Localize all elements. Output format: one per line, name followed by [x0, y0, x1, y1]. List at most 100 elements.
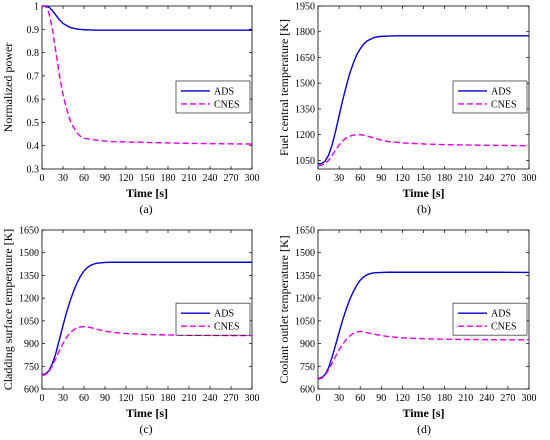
y-tick-label: 1200	[295, 130, 315, 141]
panel-caption: (c)	[139, 422, 152, 436]
x-tick-label: 60	[355, 393, 365, 404]
legend-label-ads: ADS	[491, 86, 511, 97]
x-tick-label: 240	[203, 173, 218, 184]
x-tick-label: 240	[203, 393, 218, 404]
x-tick-label: 270	[500, 393, 515, 404]
y-tick-label: 600	[300, 385, 315, 396]
legend-label-cnes: CNES	[214, 99, 240, 110]
legend-label-cnes: CNES	[491, 99, 517, 110]
series-line-cnes	[317, 133, 530, 167]
y-tick-label: 0.8	[27, 48, 40, 59]
x-tick-label: 120	[119, 173, 134, 184]
x-tick-label: 0	[316, 393, 321, 404]
x-tick-label: 180	[437, 393, 452, 404]
y-tick-label: 0.5	[27, 118, 40, 129]
y-tick-label: 1350	[19, 271, 39, 282]
series-line-cnes	[41, 325, 252, 377]
y-tick-label: 1800	[295, 27, 315, 38]
x-tick-label: 240	[479, 393, 494, 404]
y-axis-label: Cladding surface temperature [K]	[1, 229, 15, 391]
legend: ADS CNES	[175, 80, 251, 114]
panel-caption: (b)	[417, 202, 431, 216]
legend-box	[452, 302, 528, 336]
chart-panel-d: 0 30 60 90 120 150 180 210 240 270 300 600 750 900 105…	[277, 226, 537, 437]
legend: ADS CNES	[452, 80, 528, 114]
chart-panel-b: 0 30 60 90 120 150 180 210 240 270 300 1050 1200 1350…	[277, 2, 537, 217]
x-tick-label: 120	[119, 393, 134, 404]
chart-panel-c: 0 30 60 90 120 150 180 210 240 270 300 600 750 900 105…	[1, 226, 260, 437]
x-tick-label: 180	[437, 173, 452, 184]
y-tick-label: 750	[24, 362, 39, 373]
legend-box	[175, 302, 251, 336]
series-line-ads	[317, 35, 529, 165]
x-tick-label: 150	[140, 173, 155, 184]
y-tick-label: 1500	[295, 79, 315, 90]
x-tick-label: 270	[224, 393, 239, 404]
x-tick-label: 30	[58, 173, 68, 184]
y-tick-label: 0.4	[27, 141, 40, 152]
y-tick-label: 1200	[19, 294, 39, 305]
y-tick-label: 0.6	[27, 95, 40, 106]
y-tick-label: 1050	[19, 316, 39, 327]
y-tick-label: 1050	[295, 316, 315, 327]
x-tick-label: 150	[140, 393, 155, 404]
x-tick-label: 90	[376, 173, 386, 184]
x-tick-label: 300	[522, 393, 537, 404]
x-tick-label: 240	[479, 173, 494, 184]
y-tick-label: 1950	[295, 2, 315, 13]
x-tick-label: 30	[334, 393, 344, 404]
x-axis-label: Time [s]	[402, 186, 444, 200]
x-tick-label: 300	[522, 173, 537, 184]
legend: ADS CNES	[452, 302, 528, 336]
y-tick-label: 1050	[295, 156, 315, 167]
y-tick-label: 0.3	[27, 165, 40, 176]
y-tick-label: 1200	[295, 294, 315, 305]
x-tick-label: 0	[316, 173, 321, 184]
legend-label-cnes: CNES	[214, 322, 240, 333]
y-tick-label: 1350	[295, 104, 315, 115]
x-tick-label: 30	[334, 173, 344, 184]
legend-label-ads: ADS	[491, 309, 511, 320]
y-tick-label: 1650	[19, 226, 39, 237]
x-tick-label: 120	[395, 173, 410, 184]
x-tick-label: 0	[40, 173, 45, 184]
series-line-cnes	[42, 5, 253, 145]
legend-box	[452, 80, 528, 114]
x-tick-label: 270	[500, 173, 515, 184]
y-tick-label: 1350	[295, 271, 315, 282]
y-axis-label: Fuel central temperature [K]	[277, 19, 291, 156]
x-axis-label: Time [s]	[126, 186, 168, 200]
x-tick-label: 300	[245, 173, 260, 184]
y-tick-label: 1650	[295, 226, 315, 237]
y-tick-label: 900	[300, 339, 315, 350]
x-tick-label: 210	[458, 173, 473, 184]
x-axis-label: Time [s]	[402, 406, 444, 420]
series-line-cnes	[317, 330, 529, 380]
y-tick-label: 0.9	[27, 25, 40, 36]
x-tick-label: 0	[40, 393, 45, 404]
x-tick-label: 30	[58, 393, 68, 404]
x-tick-label: 150	[416, 393, 431, 404]
legend-label-cnes: CNES	[491, 322, 517, 333]
panel-caption: (d)	[417, 422, 431, 436]
x-tick-label: 210	[458, 393, 473, 404]
y-tick-label: 600	[24, 385, 39, 396]
panel-caption: (a)	[139, 202, 152, 216]
y-tick-label: 1	[34, 2, 39, 13]
x-tick-label: 300	[245, 393, 260, 404]
x-tick-label: 150	[416, 173, 431, 184]
legend: ADS CNES	[175, 302, 251, 336]
y-tick-label: 1650	[295, 53, 315, 64]
x-tick-label: 180	[161, 173, 176, 184]
x-tick-label: 60	[79, 393, 89, 404]
x-tick-label: 60	[355, 173, 365, 184]
series-line-ads	[317, 271, 530, 380]
x-tick-label: 210	[182, 393, 197, 404]
x-tick-label: 120	[395, 393, 410, 404]
y-tick-label: 750	[300, 362, 315, 373]
x-tick-label: 90	[100, 173, 110, 184]
y-tick-label: 1500	[19, 248, 39, 259]
y-tick-label: 0.7	[27, 71, 40, 82]
legend-label-ads: ADS	[214, 86, 234, 97]
